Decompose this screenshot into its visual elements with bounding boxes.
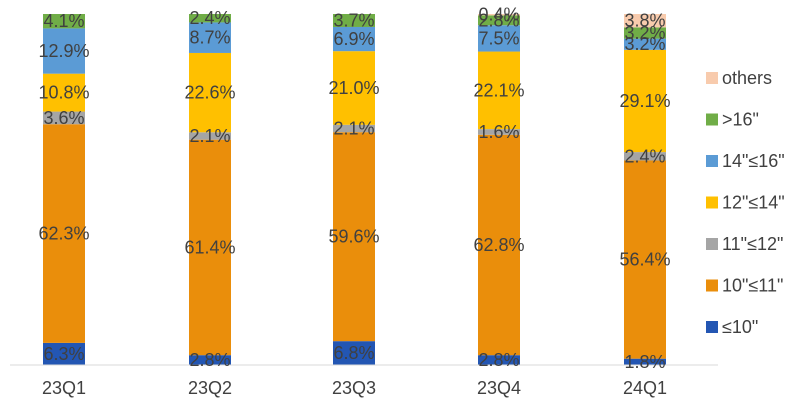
data-label-24q1-gt16in: 3.2% [624, 23, 665, 43]
legend-swatch-gt16in [706, 113, 718, 126]
bars-layer [43, 14, 666, 365]
data-label-24q1-14inle16in: 3.2% [624, 34, 665, 54]
data-label-23q1-12inle14in: 10.8% [38, 83, 89, 103]
data-label-23q2-11inle12in: 2.1% [189, 126, 230, 146]
bar-24q1-11inle12in [624, 152, 666, 161]
legend-swatch-12inle14in [706, 196, 718, 209]
category-label-23q3: 23Q3 [332, 378, 376, 398]
data-label-24q1-10inle11in: 56.4% [619, 250, 670, 270]
data-label-23q4-10inle11in: 62.8% [473, 235, 524, 255]
bar-23q4-11inle12in [478, 129, 520, 135]
bar-23q1-11inle12in [43, 111, 85, 125]
data-label-23q2-10inle11in: 61.4% [184, 237, 235, 257]
data-label-23q3-12inle14in: 21.0% [328, 78, 379, 98]
bar-23q3-14inle16in [333, 26, 375, 52]
bar-23q1-12inle14in [43, 73, 85, 112]
data-label-23q2-le10in: 2.8% [189, 350, 230, 370]
bar-23q4-12inle14in [478, 51, 520, 130]
data-label-23q3-le10in: 6.8% [333, 343, 374, 363]
legend-swatch-11inle12in [706, 238, 718, 250]
data-label-23q3-gt16in: 3.7% [333, 10, 374, 30]
data-label-23q2-gt16in: 2.4% [189, 8, 230, 28]
data-label-24q1-le10in: 1.8% [624, 352, 665, 372]
data-label-23q4-14inle16in: 7.5% [478, 28, 519, 48]
legend-swatch-others [706, 72, 718, 84]
bar-23q2-14inle16in [189, 22, 231, 53]
category-label-23q4: 23Q4 [477, 378, 521, 398]
legend-item-le10in: ≤10" [706, 317, 758, 337]
bar-23q4-gt16in [478, 15, 520, 26]
bar-23q1-14inle16in [43, 28, 85, 74]
data-label-23q2-14inle16in: 8.7% [189, 28, 230, 48]
bar-23q2-gt16in [189, 14, 231, 23]
data-label-23q4-others: 0.4% [478, 5, 519, 25]
bar-23q2-10inle11in [189, 139, 231, 356]
bar-23q3-11inle12in [333, 124, 375, 133]
bar-24q1-12inle14in [624, 49, 666, 153]
bar-24q1-le10in [624, 358, 666, 365]
legend-label-others: others [722, 68, 772, 88]
bar-23q1-10inle11in [43, 124, 85, 343]
bar-23q4-10inle11in [478, 134, 520, 356]
bar-23q4-le10in [478, 355, 520, 365]
legend-label-14inle16in: 14"≤16" [722, 151, 785, 171]
bar-24q1-14inle16in [624, 38, 666, 50]
legend-item-others: others [706, 68, 772, 88]
data-label-23q4-gt16in: 2.8% [478, 10, 519, 30]
legend-swatch-14inle16in [706, 155, 718, 167]
data-label-24q1-11inle12in: 2.4% [624, 146, 665, 166]
legend-item-gt16in: >16" [706, 110, 759, 130]
data-label-23q3-11inle12in: 2.1% [333, 118, 374, 138]
category-label-23q2: 23Q2 [188, 378, 232, 398]
data-label-23q1-10inle11in: 62.3% [38, 224, 89, 244]
data-label-24q1-others: 3.8% [624, 11, 665, 31]
legend-item-12inle14in: 12"≤14" [706, 193, 785, 213]
category-label-23q1: 23Q1 [42, 378, 86, 398]
data-label-23q1-gt16in: 4.1% [43, 11, 84, 31]
bar-23q3-le10in [333, 341, 375, 365]
legend-label-le10in: ≤10" [722, 317, 758, 337]
legend-item-11inle12in: 11"≤12" [706, 234, 783, 254]
data-label-23q4-12inle14in: 22.1% [473, 80, 524, 100]
bar-24q1-gt16in [624, 27, 666, 39]
data-label-23q3-14inle16in: 6.9% [333, 29, 374, 49]
legend-label-gt16in: >16" [722, 110, 759, 130]
bar-23q3-gt16in [333, 14, 375, 27]
data-label-23q1-14inle16in: 12.9% [38, 41, 89, 61]
legend-swatch-le10in [706, 321, 718, 333]
bar-23q1-gt16in [43, 14, 85, 29]
category-labels-layer: 23Q1 23Q2 23Q3 23Q4 24Q1 [42, 378, 667, 398]
bar-23q3-12inle14in [333, 51, 375, 125]
data-label-23q1-11inle12in: 3.6% [43, 108, 84, 128]
bar-23q2-le10in [189, 355, 231, 365]
bar-23q2-12inle14in [189, 52, 231, 133]
bar-24q1-others [624, 14, 666, 28]
category-label-24q1: 24Q1 [623, 378, 667, 398]
bar-24q1-10inle11in [624, 160, 666, 359]
bar-23q2-11inle12in [189, 132, 231, 140]
data-label-23q3-10inle11in: 59.6% [328, 227, 379, 247]
data-label-23q1-le10in: 6.3% [43, 344, 84, 364]
data-label-23q4-le10in: 2.8% [478, 350, 519, 370]
legend: others >16" 14"≤16" 12"≤14" 11"≤12" 10"≤11" ≤1… [706, 68, 785, 337]
data-label-23q4-11inle12in: 1.6% [478, 122, 519, 142]
legend-item-10inle11in: 10"≤11" [706, 276, 783, 296]
bar-23q1-le10in [43, 342, 85, 365]
legend-item-14inle16in: 14"≤16" [706, 151, 785, 171]
bar-23q3-10inle11in [333, 132, 375, 342]
legend-label-11inle12in: 11"≤12" [722, 234, 783, 254]
bar-23q4-others [478, 14, 520, 16]
data-label-23q2-12inle14in: 22.6% [184, 83, 235, 103]
bar-23q4-14inle16in [478, 25, 520, 52]
legend-swatch-10inle11in [706, 279, 718, 292]
legend-label-12inle14in: 12"≤14" [722, 193, 785, 213]
legend-label-10inle11in: 10"≤11" [722, 276, 783, 296]
data-label-24q1-12inle14in: 29.1% [619, 91, 670, 111]
segment-labels-layer: 6.3% 62.3% 3.6% 10.8% 12.9% 4.1% 2.8% 61.4% 2.1%… [38, 5, 670, 372]
